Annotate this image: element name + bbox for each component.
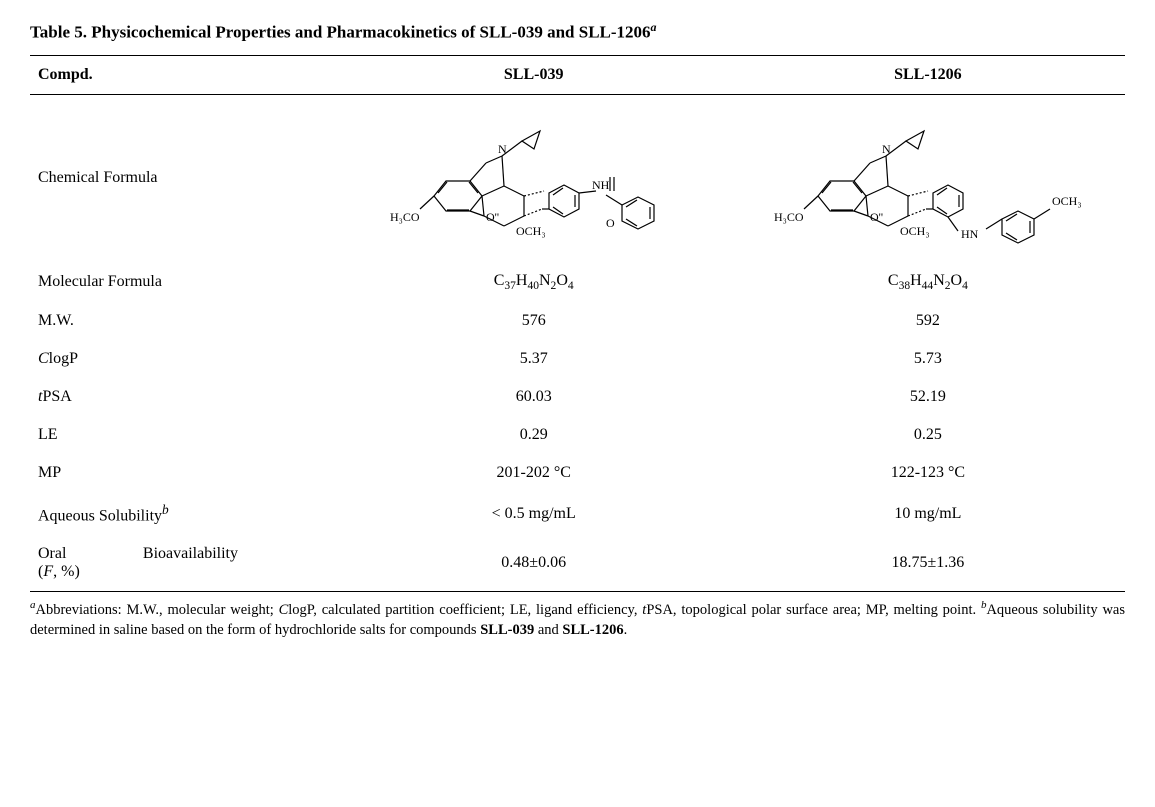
header-compd: Compd. bbox=[30, 55, 337, 94]
structure-label-och3: OCH₃ bbox=[516, 224, 546, 238]
row-label-molecular-formula: Molecular Formula bbox=[30, 262, 337, 302]
row-label-clogp: ClogP bbox=[30, 340, 337, 378]
table-row: Oral Bioavailability (F, %) 0.48±0.06 18… bbox=[30, 535, 1125, 592]
table-row: M.W. 576 592 bbox=[30, 302, 1125, 340]
structure-label-och3: OCH₃ bbox=[900, 224, 930, 238]
table-footnote: aAbbreviations: M.W., molecular weight; … bbox=[30, 598, 1125, 640]
structure-atom-n: N bbox=[498, 142, 507, 156]
row-label-tpsa: tPSA bbox=[30, 378, 337, 416]
table-row: MP 201-202 °C 122-123 °C bbox=[30, 454, 1125, 492]
row-label-oral-bioavailability: Oral Bioavailability (F, %) bbox=[30, 535, 337, 592]
tpsa-sll-1206: 52.19 bbox=[731, 378, 1125, 416]
oral-sll-039: 0.48±0.06 bbox=[337, 535, 731, 592]
structure-label-h3co: H₃CO bbox=[774, 210, 804, 224]
properties-table: Compd. SLL-039 SLL-1206 Chemical Formula bbox=[30, 55, 1125, 593]
table-row: LE 0.29 0.25 bbox=[30, 416, 1125, 454]
structure-label-och3-2: OCH₃ bbox=[1052, 194, 1082, 208]
molecular-formula-sll-039: C37H40N2O4 bbox=[337, 262, 731, 302]
mw-sll-039: 576 bbox=[337, 302, 731, 340]
structure-sll-1206: N H₃CO OCH₃ O'' HN OCH₃ bbox=[731, 94, 1125, 262]
row-label-mw: M.W. bbox=[30, 302, 337, 340]
structure-atom-o2: O bbox=[606, 216, 615, 230]
table-row: Chemical Formula bbox=[30, 94, 1125, 262]
caption-and: and bbox=[543, 23, 579, 42]
structure-label-nh: NH bbox=[592, 178, 610, 192]
table-row: Aqueous Solubilityb < 0.5 mg/mL 10 mg/mL bbox=[30, 492, 1125, 535]
table-row: tPSA 60.03 52.19 bbox=[30, 378, 1125, 416]
table-header-row: Compd. SLL-039 SLL-1206 bbox=[30, 55, 1125, 94]
table-caption: Table 5. Physicochemical Properties and … bbox=[30, 20, 1125, 43]
row-label-chemical-formula: Chemical Formula bbox=[30, 94, 337, 262]
structure-atom-n: N bbox=[882, 142, 891, 156]
caption-cpd1: SLL-039 bbox=[480, 23, 543, 42]
caption-cpd2: SLL-1206 bbox=[579, 23, 651, 42]
structure-sll-039: N H₃CO OCH₃ O'' NH O bbox=[337, 94, 731, 262]
structure-atom-o: O'' bbox=[870, 210, 883, 224]
aqs-sll-1206: 10 mg/mL bbox=[731, 492, 1125, 535]
structure-label-h3co: H₃CO bbox=[390, 210, 420, 224]
oral-sll-1206: 18.75±1.36 bbox=[731, 535, 1125, 592]
row-label-aqueous-solubility: Aqueous Solubilityb bbox=[30, 492, 337, 535]
tpsa-sll-039: 60.03 bbox=[337, 378, 731, 416]
structure-label-hn: HN bbox=[961, 227, 979, 241]
structure-atom-o: O'' bbox=[486, 210, 499, 224]
caption-superscript: a bbox=[651, 20, 657, 34]
table-row: Molecular Formula C37H40N2O4 C38H44N2O4 bbox=[30, 262, 1125, 302]
row-label-le: LE bbox=[30, 416, 337, 454]
aqs-sll-039: < 0.5 mg/mL bbox=[337, 492, 731, 535]
clogp-sll-1206: 5.73 bbox=[731, 340, 1125, 378]
mp-sll-1206: 122-123 °C bbox=[731, 454, 1125, 492]
mp-sll-039: 201-202 °C bbox=[337, 454, 731, 492]
mw-sll-1206: 592 bbox=[731, 302, 1125, 340]
header-sll-1206: SLL-1206 bbox=[731, 55, 1125, 94]
caption-prefix: Table 5. Physicochemical Properties and … bbox=[30, 23, 480, 42]
molecular-formula-sll-1206: C38H44N2O4 bbox=[731, 262, 1125, 302]
header-sll-039: SLL-039 bbox=[337, 55, 731, 94]
le-sll-1206: 0.25 bbox=[731, 416, 1125, 454]
table-row: ClogP 5.37 5.73 bbox=[30, 340, 1125, 378]
le-sll-039: 0.29 bbox=[337, 416, 731, 454]
row-label-mp: MP bbox=[30, 454, 337, 492]
clogp-sll-039: 5.37 bbox=[337, 340, 731, 378]
